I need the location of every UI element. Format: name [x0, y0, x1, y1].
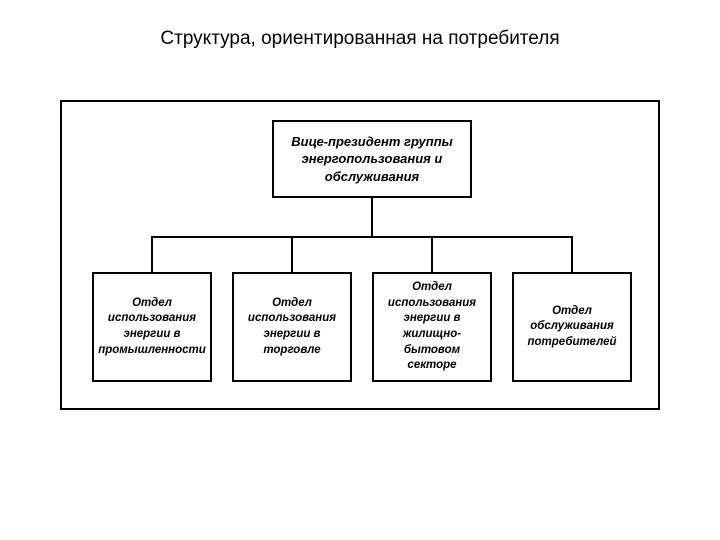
child-node-3: Отдел использования энергии в жилищно-бы…	[372, 272, 492, 382]
child-node-2: Отдел использования энергии в торговле	[232, 272, 352, 382]
connector-drop-4	[571, 236, 573, 272]
connector-trunk	[371, 198, 373, 237]
child-node-1: Отдел использования энергии в промышленн…	[92, 272, 212, 382]
child-node-4: Отдел обслуживания потребителей	[512, 272, 632, 382]
connector-drop-1	[151, 236, 153, 272]
connector-drop-3	[431, 236, 433, 272]
root-node: Вице-президент группы энергопользования …	[272, 120, 472, 198]
connector-drop-2	[291, 236, 293, 272]
page-title: Структура, ориентированная на потребител…	[0, 28, 720, 50]
connector-bus	[151, 236, 573, 238]
diagram-frame: Вице-президент группы энергопользования …	[60, 100, 660, 410]
